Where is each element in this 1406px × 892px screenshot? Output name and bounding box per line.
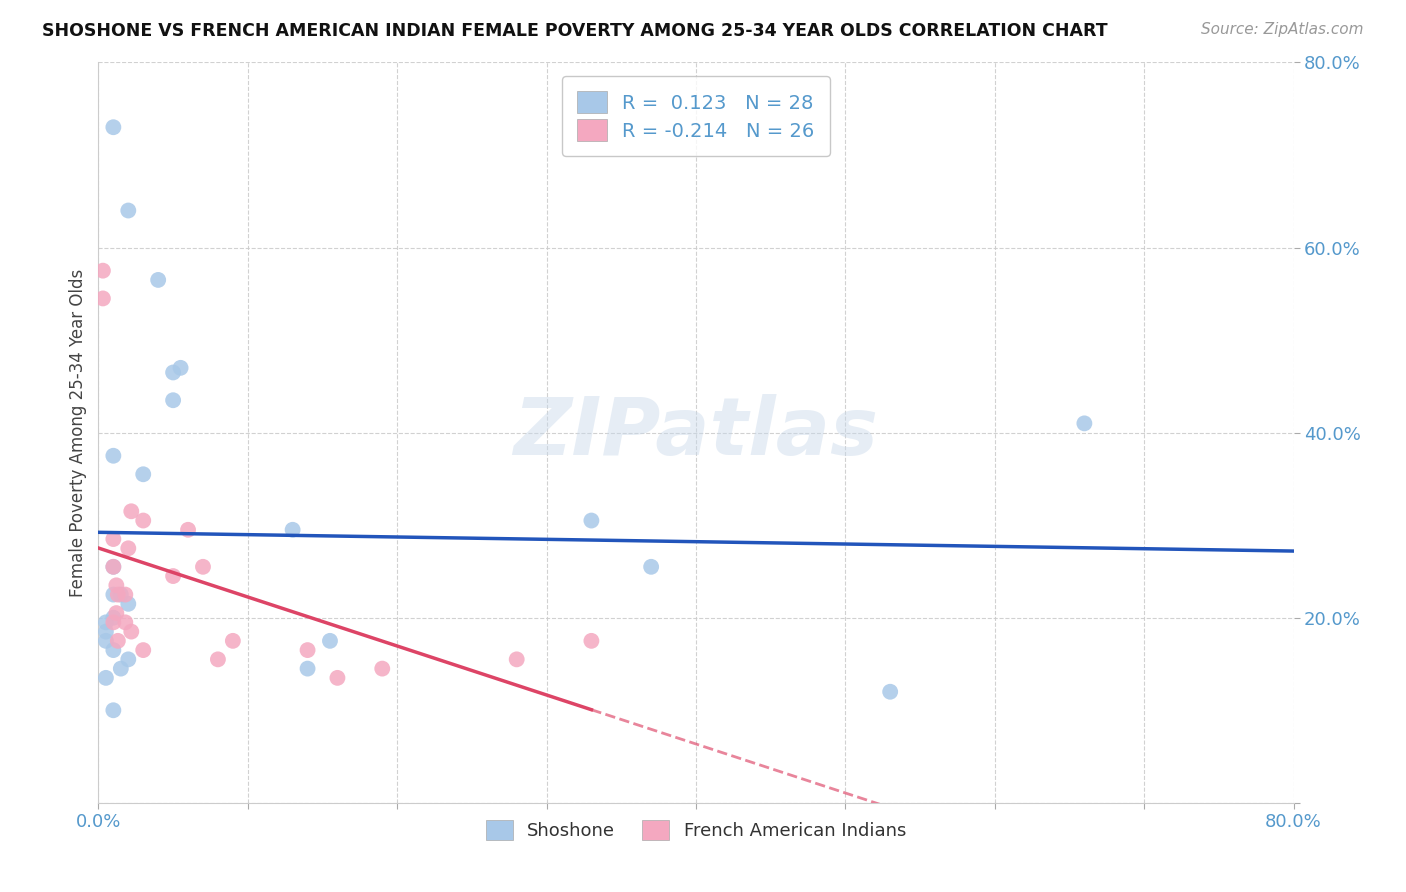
- Point: [103, 588, 125, 602]
- Point: [297, 643, 319, 657]
- Point: [103, 120, 125, 135]
- Point: [110, 662, 132, 676]
- Point: [103, 610, 125, 624]
- Point: [103, 703, 125, 717]
- Point: [162, 393, 184, 408]
- Point: [103, 532, 125, 546]
- Point: [281, 523, 304, 537]
- Point: [132, 643, 155, 657]
- Point: [879, 685, 901, 699]
- Point: [103, 615, 125, 630]
- Point: [114, 588, 136, 602]
- Point: [105, 578, 128, 592]
- Point: [107, 588, 129, 602]
- Point: [319, 633, 342, 648]
- Point: [162, 366, 184, 380]
- Y-axis label: Female Poverty Among 25-34 Year Olds: Female Poverty Among 25-34 Year Olds: [69, 268, 87, 597]
- Point: [326, 671, 349, 685]
- Point: [114, 615, 136, 630]
- Point: [132, 514, 155, 528]
- Point: [117, 652, 139, 666]
- Point: [91, 263, 114, 277]
- Point: [581, 514, 603, 528]
- Point: [191, 559, 214, 574]
- Point: [103, 559, 125, 574]
- Text: SHOSHONE VS FRENCH AMERICAN INDIAN FEMALE POVERTY AMONG 25-34 YEAR OLDS CORRELAT: SHOSHONE VS FRENCH AMERICAN INDIAN FEMAL…: [42, 22, 1108, 40]
- Point: [207, 652, 229, 666]
- Point: [107, 633, 129, 648]
- Point: [110, 588, 132, 602]
- Point: [120, 504, 142, 518]
- Point: [506, 652, 529, 666]
- Point: [94, 671, 117, 685]
- Point: [1073, 417, 1095, 431]
- Point: [103, 643, 125, 657]
- Point: [94, 633, 117, 648]
- Point: [94, 615, 117, 630]
- Point: [169, 360, 191, 375]
- Point: [222, 633, 245, 648]
- Point: [177, 523, 200, 537]
- Point: [581, 633, 603, 648]
- Text: ZIPatlas: ZIPatlas: [513, 393, 879, 472]
- Point: [103, 559, 125, 574]
- Point: [117, 541, 139, 556]
- Point: [162, 569, 184, 583]
- Text: Source: ZipAtlas.com: Source: ZipAtlas.com: [1201, 22, 1364, 37]
- Point: [91, 292, 114, 306]
- Point: [103, 449, 125, 463]
- Point: [297, 662, 319, 676]
- Legend: Shoshone, French American Indians: Shoshone, French American Indians: [477, 812, 915, 849]
- Point: [640, 559, 662, 574]
- Point: [105, 606, 128, 620]
- Point: [117, 597, 139, 611]
- Point: [148, 273, 170, 287]
- Point: [132, 467, 155, 482]
- Point: [94, 624, 117, 639]
- Point: [117, 203, 139, 218]
- Point: [371, 662, 394, 676]
- Point: [120, 624, 142, 639]
